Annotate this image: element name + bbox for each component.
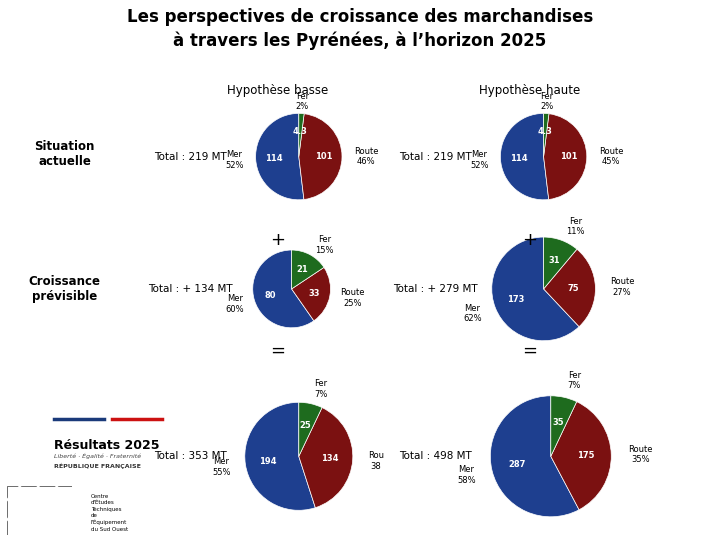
Text: 31: 31 — [548, 256, 559, 265]
Wedge shape — [544, 249, 595, 327]
Text: Fer
2%: Fer 2% — [541, 92, 554, 111]
Wedge shape — [544, 114, 587, 199]
Text: Liberté · Égalité · Fraternité: Liberté · Égalité · Fraternité — [54, 453, 141, 460]
Text: Fer
15%: Fer 15% — [315, 235, 333, 255]
Text: Route
45%: Route 45% — [599, 147, 624, 166]
Text: 75: 75 — [568, 284, 580, 293]
Text: 287: 287 — [508, 460, 526, 469]
Text: Route
25%: Route 25% — [341, 288, 365, 308]
Text: Mer
62%: Mer 62% — [463, 303, 482, 323]
Text: Mer
52%: Mer 52% — [470, 150, 488, 170]
Text: 101: 101 — [560, 152, 577, 161]
Text: Hypothèse haute: Hypothèse haute — [479, 84, 580, 97]
Text: Total : + 134 MT: Total : + 134 MT — [148, 284, 233, 294]
Text: Route
35%: Route 35% — [628, 445, 653, 464]
Text: Résultats 2025: Résultats 2025 — [54, 439, 160, 452]
Text: Hypothèse basse: Hypothèse basse — [227, 84, 328, 97]
Wedge shape — [299, 408, 353, 508]
Wedge shape — [299, 114, 342, 199]
Text: 4.3: 4.3 — [538, 127, 552, 136]
Text: Croissance
prévisible: Croissance prévisible — [29, 275, 101, 303]
Text: RÉPUBLIQUE FRANÇAISE: RÉPUBLIQUE FRANÇAISE — [54, 462, 141, 469]
Text: Total : 498 MT: Total : 498 MT — [399, 451, 472, 461]
Text: 134: 134 — [321, 454, 339, 463]
Text: +: + — [522, 231, 536, 249]
Text: Mer
55%: Mer 55% — [212, 457, 230, 477]
Wedge shape — [256, 113, 304, 200]
Wedge shape — [299, 113, 304, 157]
Text: Mer
52%: Mer 52% — [225, 150, 243, 170]
Text: Total : + 279 MT: Total : + 279 MT — [393, 284, 478, 294]
Wedge shape — [551, 396, 577, 456]
Text: =: = — [270, 342, 284, 360]
Text: Fer
7%: Fer 7% — [568, 371, 581, 390]
Text: 33: 33 — [308, 288, 320, 298]
Wedge shape — [544, 237, 577, 289]
Wedge shape — [551, 402, 611, 510]
Text: 101: 101 — [315, 152, 333, 161]
Text: Les perspectives de croissance des marchandises
à travers les Pyrénées, à l’hori: Les perspectives de croissance des march… — [127, 8, 593, 50]
Text: Mer
58%: Mer 58% — [457, 465, 476, 485]
Wedge shape — [500, 113, 549, 200]
Text: Rou
38: Rou 38 — [368, 451, 384, 471]
Text: Total : 219 MT: Total : 219 MT — [399, 152, 472, 161]
Text: Fer
7%: Fer 7% — [314, 379, 328, 399]
Text: Total : 219 MT: Total : 219 MT — [154, 152, 228, 161]
Text: 175: 175 — [577, 451, 595, 460]
Text: Fer
2%: Fer 2% — [296, 92, 309, 111]
Wedge shape — [292, 267, 330, 321]
Text: Total : 353 MT: Total : 353 MT — [154, 451, 228, 461]
Text: =: = — [522, 342, 536, 360]
Text: 194: 194 — [259, 457, 276, 465]
Text: 25: 25 — [300, 421, 312, 430]
Text: +: + — [270, 231, 284, 249]
Text: Fer
11%: Fer 11% — [567, 217, 585, 236]
Text: 35: 35 — [553, 417, 564, 427]
Wedge shape — [253, 250, 314, 328]
Text: 114: 114 — [265, 153, 283, 163]
Text: Situation
actuelle: Situation actuelle — [35, 140, 95, 168]
Text: Mer
60%: Mer 60% — [225, 294, 244, 314]
Text: Centre
d'Études
Techniques
de
l'Équipement
du Sud Ouest: Centre d'Études Techniques de l'Équipeme… — [91, 494, 128, 531]
Text: 4.3: 4.3 — [293, 127, 307, 136]
Text: 80: 80 — [264, 291, 276, 300]
Wedge shape — [492, 237, 579, 341]
Text: 21: 21 — [297, 265, 308, 274]
Wedge shape — [490, 396, 579, 517]
Wedge shape — [299, 402, 322, 456]
Text: 173: 173 — [507, 295, 524, 305]
Text: Route
27%: Route 27% — [610, 278, 634, 297]
Text: Route
46%: Route 46% — [354, 147, 379, 166]
Text: 114: 114 — [510, 153, 528, 163]
Wedge shape — [544, 113, 549, 157]
Wedge shape — [245, 402, 315, 510]
Wedge shape — [292, 250, 324, 289]
